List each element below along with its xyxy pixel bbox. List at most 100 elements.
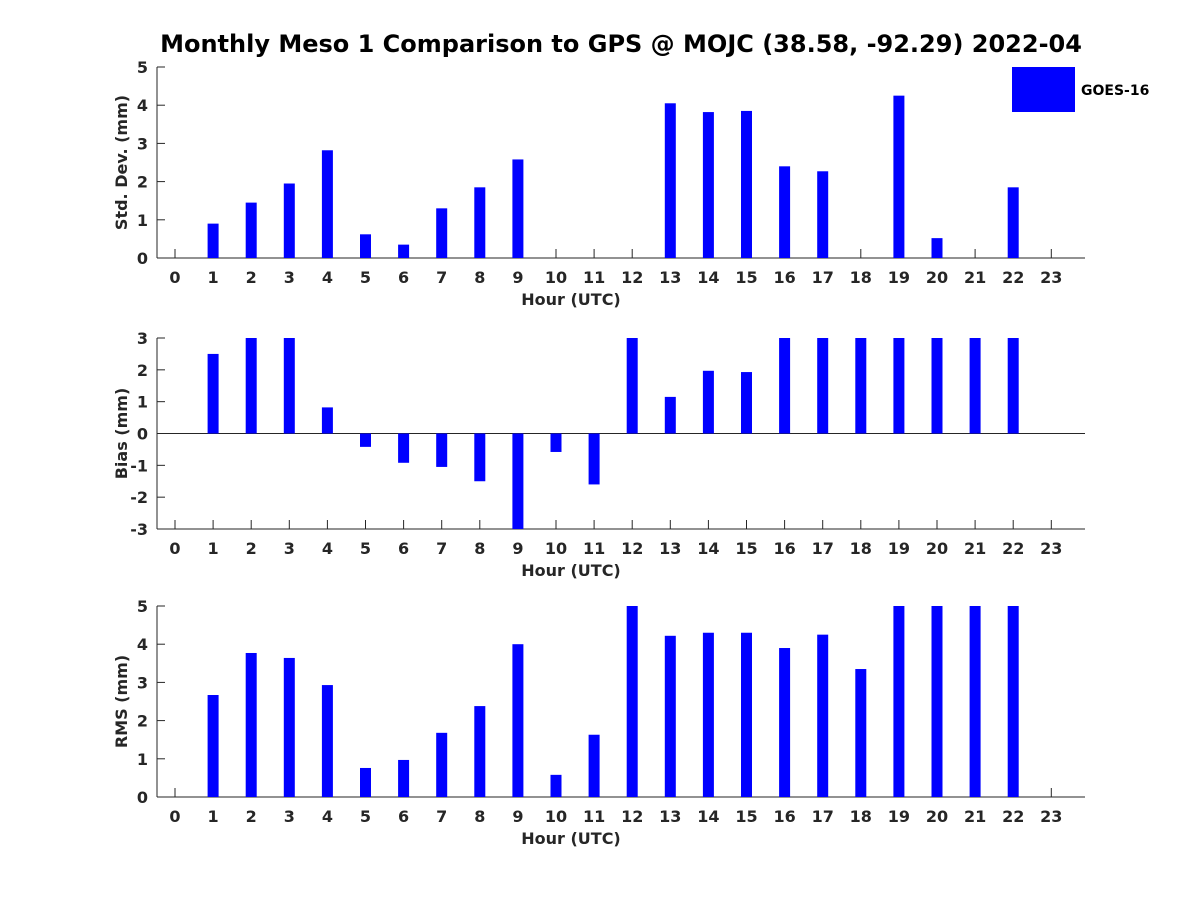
bar-hour-7: [436, 732, 448, 797]
x-tick-label: 5: [360, 807, 371, 826]
x-tick-label: 6: [398, 807, 409, 826]
y-tick-label: 3: [137, 134, 148, 153]
x-tick-label: 6: [398, 539, 409, 558]
bar-hour-5: [360, 767, 371, 797]
bar-hour-17: [817, 338, 829, 434]
chart-title: Monthly Meso 1 Comparison to GPS @ MOJC …: [160, 30, 1082, 58]
x-tick-label: 14: [697, 539, 719, 558]
x-tick-label: 20: [926, 539, 948, 558]
y-tick-label: 4: [137, 635, 148, 654]
bar-hour-18: [855, 338, 867, 434]
bar-hour-19: [893, 606, 905, 797]
bar-hour-8: [474, 706, 486, 797]
bar-hour-16: [779, 166, 791, 258]
x-axis-label: Hour (UTC): [521, 290, 621, 309]
x-tick-label: 18: [850, 268, 872, 287]
bar-hour-9: [512, 433, 524, 529]
x-tick-label: 1: [208, 807, 219, 826]
x-tick-label: 15: [735, 539, 757, 558]
bar-hour-19: [893, 338, 905, 434]
bar-hour-13: [664, 635, 676, 797]
x-tick-label: 21: [964, 807, 986, 826]
x-tick-label: 23: [1040, 268, 1062, 287]
x-tick-label: 12: [621, 539, 643, 558]
x-tick-label: 13: [659, 268, 681, 287]
y-tick-label: 2: [137, 712, 148, 731]
x-tick-label: 0: [169, 807, 180, 826]
x-tick-label: 17: [812, 268, 834, 287]
x-tick-label: 1: [208, 268, 219, 287]
y-tick-label: 0: [137, 425, 148, 444]
x-tick-label: 8: [474, 268, 485, 287]
x-tick-label: 9: [512, 539, 523, 558]
y-tick-label: 3: [137, 673, 148, 692]
x-tick-label: 17: [812, 807, 834, 826]
bar-hour-2: [245, 338, 257, 434]
y-tick-label: 1: [137, 393, 148, 412]
x-tick-label: 18: [850, 539, 872, 558]
x-tick-label: 22: [1002, 539, 1024, 558]
bar-hour-7: [436, 208, 448, 258]
x-tick-label: 3: [284, 539, 295, 558]
x-tick-label: 9: [512, 268, 523, 287]
bar-hour-11: [588, 433, 600, 485]
bar-hour-2: [245, 202, 257, 258]
bar-hour-6: [398, 759, 410, 797]
bar-hour-8: [474, 187, 486, 258]
bar-hour-20: [931, 238, 943, 258]
bar-hour-4: [321, 150, 333, 258]
x-tick-label: 0: [169, 539, 180, 558]
x-tick-label: 0: [169, 268, 180, 287]
x-tick-label: 10: [545, 268, 567, 287]
x-tick-label: 5: [360, 268, 371, 287]
bar-hour-16: [779, 338, 791, 434]
bar-hour-9: [512, 159, 524, 258]
x-tick-label: 6: [398, 268, 409, 287]
x-tick-label: 20: [926, 807, 948, 826]
x-tick-label: 12: [621, 268, 643, 287]
y-tick-label: 1: [137, 750, 148, 769]
bar-hour-1: [207, 695, 219, 797]
bar-hour-22: [1007, 187, 1019, 258]
y-tick-label: 5: [137, 597, 148, 616]
x-tick-label: 16: [773, 807, 795, 826]
bar-hour-11: [588, 734, 600, 797]
x-tick-label: 19: [888, 268, 910, 287]
x-tick-label: 7: [436, 807, 447, 826]
bar-hour-4: [321, 407, 333, 434]
y-tick-label: 2: [137, 173, 148, 192]
x-tick-label: 8: [474, 539, 485, 558]
x-tick-label: 21: [964, 539, 986, 558]
x-tick-label: 11: [583, 268, 605, 287]
bar-hour-22: [1007, 606, 1019, 797]
x-tick-label: 15: [735, 268, 757, 287]
x-tick-label: 19: [888, 539, 910, 558]
y-axis-label: Std. Dev. (mm): [112, 95, 131, 230]
x-tick-label: 4: [322, 807, 333, 826]
y-axis-label: Bias (mm): [112, 388, 131, 480]
x-axis-label: Hour (UTC): [521, 829, 621, 848]
bar-hour-12: [626, 606, 638, 797]
x-tick-label: 3: [284, 268, 295, 287]
bar-hour-12: [626, 338, 638, 434]
x-tick-label: 15: [735, 807, 757, 826]
x-tick-label: 19: [888, 807, 910, 826]
x-tick-label: 5: [360, 539, 371, 558]
bar-hour-10: [550, 774, 562, 797]
x-tick-label: 2: [246, 539, 257, 558]
bar-hour-21: [969, 338, 981, 434]
x-tick-label: 22: [1002, 268, 1024, 287]
x-tick-label: 9: [512, 807, 523, 826]
y-axis-label: RMS (mm): [112, 655, 131, 748]
x-tick-label: 2: [246, 268, 257, 287]
x-tick-label: 10: [545, 807, 567, 826]
x-tick-label: 1: [208, 539, 219, 558]
x-axis-label: Hour (UTC): [521, 561, 621, 580]
y-tick-label: -2: [130, 488, 148, 507]
x-tick-label: 7: [436, 539, 447, 558]
x-tick-label: 3: [284, 807, 295, 826]
x-tick-label: 4: [322, 268, 333, 287]
legend: GOES-16: [1012, 67, 1149, 112]
